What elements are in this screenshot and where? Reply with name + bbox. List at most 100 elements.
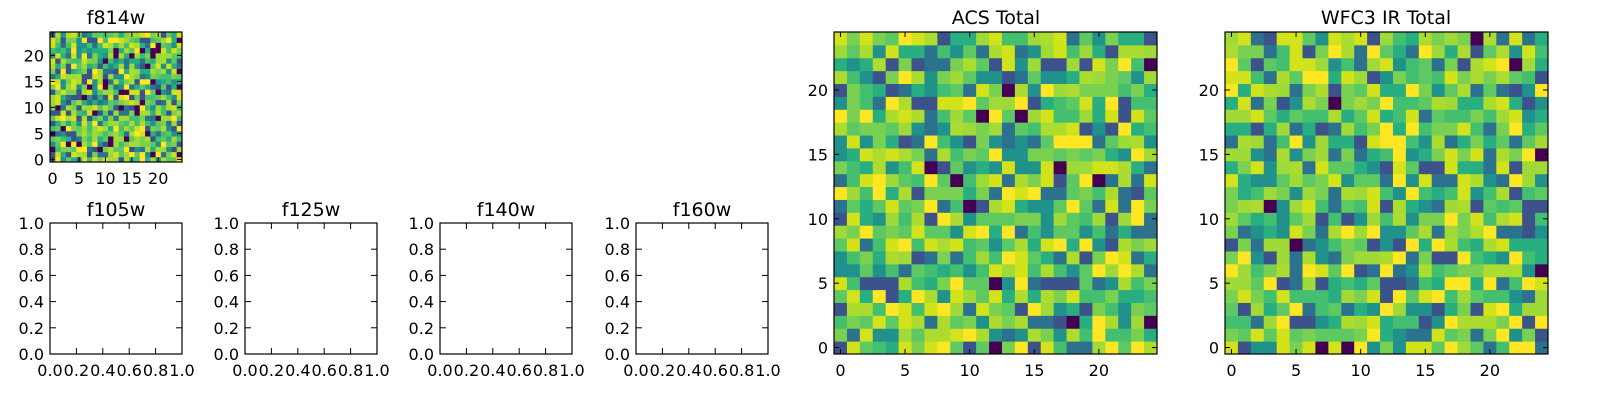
heatmap-cell <box>1457 32 1471 46</box>
x-tick-label: 0.6 <box>311 361 336 380</box>
heatmap-cell <box>86 68 93 75</box>
heatmap-cell <box>1276 147 1291 162</box>
heatmap-cell <box>834 250 848 265</box>
x-tick-label: 1.0 <box>559 361 584 380</box>
heatmap-cell <box>150 73 157 80</box>
heatmap-cell <box>1509 96 1523 110</box>
heatmap-cell <box>65 47 72 54</box>
heatmap-cell <box>171 73 178 80</box>
y-tick-label: 10 <box>808 210 828 229</box>
heatmap-cell <box>1092 57 1106 72</box>
heatmap-cell <box>1250 122 1265 136</box>
heatmap-cell <box>963 199 977 213</box>
heatmap-cell <box>139 32 146 38</box>
heatmap-cell <box>1079 186 1093 200</box>
heatmap-cell <box>885 83 900 97</box>
heatmap-cell <box>81 89 88 95</box>
heatmap-cell <box>1392 328 1407 342</box>
heatmap-cell <box>166 115 172 121</box>
heatmap-cell <box>1315 83 1329 97</box>
heatmap-cell <box>1496 160 1510 175</box>
heatmap-cell <box>65 63 72 69</box>
heatmap-cell <box>81 58 88 64</box>
heatmap-cell <box>1092 315 1106 329</box>
heatmap-cell <box>176 151 183 158</box>
heatmap-cell <box>1444 70 1459 85</box>
heatmap-cell <box>872 341 887 355</box>
axes-frame-f105w <box>49 222 183 355</box>
heatmap-cell <box>846 160 861 175</box>
heatmap-cell <box>1118 44 1132 59</box>
heatmap-cell <box>55 125 62 132</box>
heatmap-cell <box>963 109 977 123</box>
heatmap-cell <box>176 146 183 153</box>
heatmap-cell <box>1079 302 1093 316</box>
heatmap-cell <box>1315 32 1329 46</box>
heatmap-cell <box>1237 147 1252 162</box>
heatmap-cell <box>113 63 120 69</box>
heatmap-cell <box>76 141 83 147</box>
heatmap-cell <box>65 68 72 75</box>
heatmap-cell <box>1092 186 1106 200</box>
heatmap-cell <box>1341 186 1355 200</box>
heatmap-cell <box>1483 250 1497 265</box>
heatmap-cell <box>108 73 114 80</box>
heatmap-cell <box>963 289 977 303</box>
heatmap-cell <box>1040 186 1055 200</box>
heatmap-cell <box>160 136 167 142</box>
heatmap-cell <box>937 135 951 149</box>
heatmap-cell <box>1250 276 1265 291</box>
heatmap-cell <box>1014 173 1029 188</box>
heatmap-cell <box>963 186 977 200</box>
heatmap-cell <box>134 84 141 90</box>
heatmap-cell <box>145 151 151 158</box>
heatmap-cell <box>145 84 151 90</box>
heatmap-cell <box>102 68 109 75</box>
heatmap-cell <box>924 276 938 291</box>
heatmap-cell <box>1418 135 1433 149</box>
heatmap-cell <box>1066 96 1080 110</box>
heatmap-cell <box>1496 57 1510 72</box>
heatmap-cell <box>1457 147 1471 162</box>
heatmap-cell <box>1405 57 1420 72</box>
heatmap-cell <box>1092 160 1106 175</box>
heatmap-cell <box>71 151 77 158</box>
heatmap-cell <box>1040 263 1055 278</box>
heatmap-cell <box>1431 44 1446 59</box>
heatmap-cell <box>176 125 183 132</box>
heatmap-cell <box>1105 186 1119 200</box>
heatmap-cell <box>55 84 62 90</box>
heatmap-cell <box>1053 32 1068 46</box>
heatmap-cell <box>1105 302 1119 316</box>
heatmap-cell <box>1444 135 1459 149</box>
heatmap-cell <box>885 289 900 303</box>
heatmap-cell <box>145 68 151 75</box>
heatmap-cell <box>108 130 114 137</box>
heatmap-cell <box>1392 96 1407 110</box>
heatmap-cell <box>1328 122 1342 136</box>
heatmap-cell <box>1341 238 1355 252</box>
x-tick-label: 15 <box>1415 361 1435 380</box>
heatmap-cell <box>1367 122 1381 136</box>
heatmap-cell <box>1053 57 1068 72</box>
heatmap-cell <box>898 212 913 226</box>
heatmap-cell <box>118 151 125 158</box>
heatmap-cell <box>1444 238 1459 252</box>
heatmap-cell <box>55 110 62 116</box>
heatmap-cell <box>50 115 56 121</box>
heatmap-cell <box>1263 289 1278 303</box>
heatmap-cell <box>129 104 135 111</box>
heatmap-cell <box>155 110 162 116</box>
heatmap-cell <box>1092 212 1106 226</box>
heatmap-cell <box>113 130 120 137</box>
axes-frame-f140w <box>439 222 573 355</box>
heatmap-cell <box>911 212 925 226</box>
heatmap-cell <box>1380 160 1394 175</box>
heatmap-cell <box>160 63 167 69</box>
panel-title-f814w: f814w <box>87 7 146 29</box>
x-tick-label: 0.4 <box>676 361 701 380</box>
heatmap-cell <box>134 110 141 116</box>
heatmap-cell <box>1027 186 1042 200</box>
heatmap-cell <box>1470 250 1484 265</box>
heatmap-cell <box>150 120 157 127</box>
